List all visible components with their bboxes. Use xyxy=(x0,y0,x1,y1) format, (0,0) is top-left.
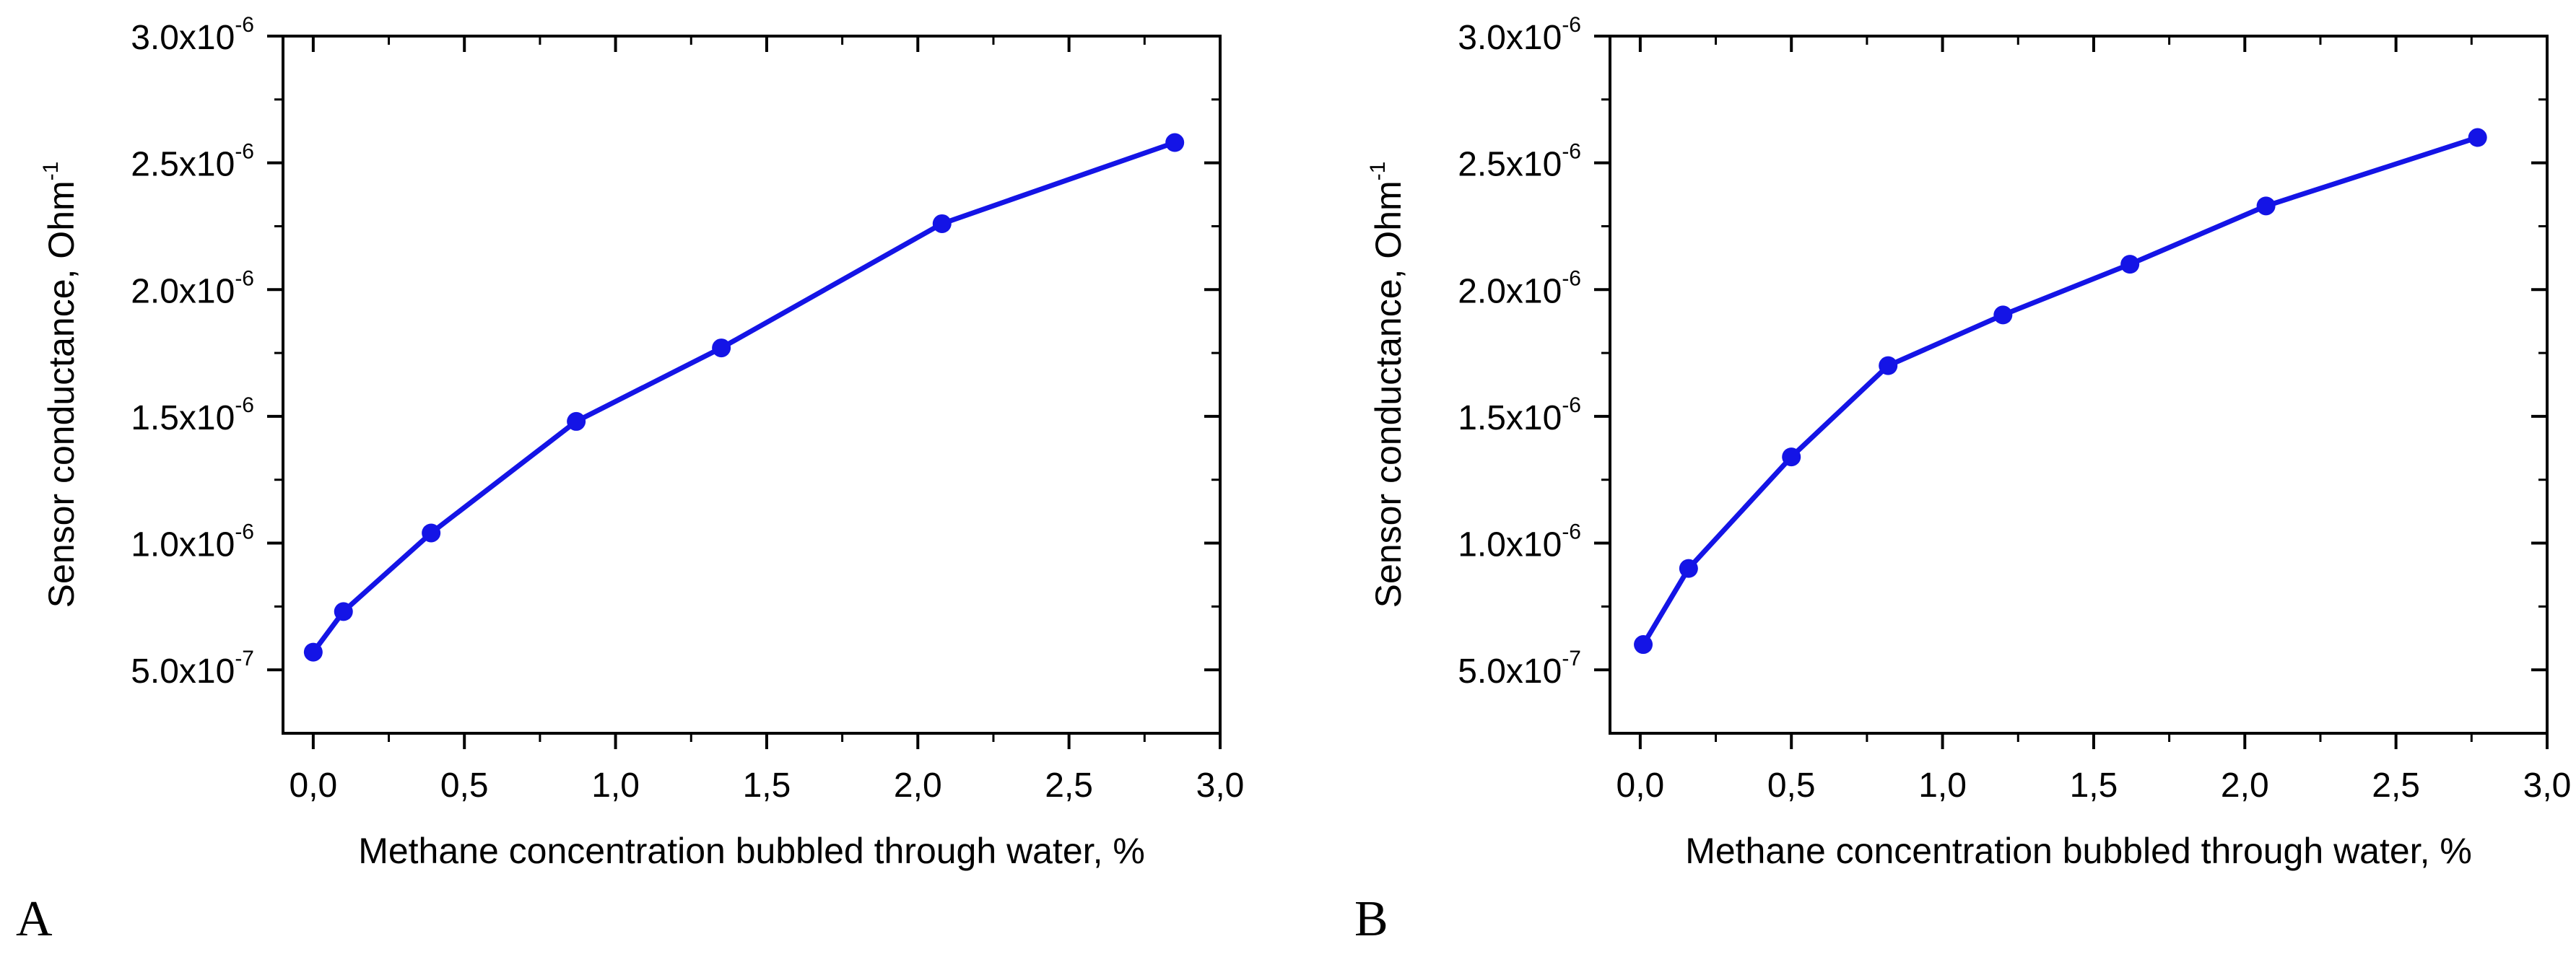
x-tick-label: 2,5 xyxy=(1045,766,1093,805)
x-tick-label: 1,0 xyxy=(591,766,640,805)
y-tick-exponent: -6 xyxy=(235,393,254,417)
y-tick-mantissa: 2.0x10 xyxy=(1458,272,1562,310)
x-tick-label: 1,5 xyxy=(2070,766,2118,805)
x-tick-label: 0,0 xyxy=(290,766,338,805)
x-tick-label: 0,0 xyxy=(1616,766,1665,805)
y-tick-label: 2.5x10-6 xyxy=(1458,140,1581,184)
plot-frame xyxy=(1609,35,2549,735)
y-tick-exponent: -6 xyxy=(1562,13,1581,37)
y-tick-mantissa: 1.5x10 xyxy=(131,399,235,437)
y-tick-mantissa: 2.5x10 xyxy=(131,146,235,184)
data-point xyxy=(2468,128,2487,147)
series-line xyxy=(311,140,1176,654)
x-tick-label: 3,0 xyxy=(1196,766,1245,805)
data-point xyxy=(2120,255,2140,274)
y-axis-title-text: Sensor conductance, Ohm xyxy=(1368,180,1409,608)
y-tick-label: 1.5x10-6 xyxy=(131,393,254,437)
y-tick-label: 5.0x10-7 xyxy=(1458,647,1581,691)
data-point xyxy=(1165,133,1185,152)
x-axis-title: Methane concentration bubbled through wa… xyxy=(358,831,1145,871)
data-point xyxy=(1679,559,1698,578)
y-tick-label: 1.0x10-6 xyxy=(131,520,254,564)
y-axis-title: Sensor conductance, Ohm-1 xyxy=(1366,162,1409,608)
y-tick-mantissa: 1.0x10 xyxy=(1458,526,1562,564)
data-point xyxy=(1782,447,1801,467)
x-tick-label: 1,5 xyxy=(743,766,791,805)
y-tick-label: 3.0x10-6 xyxy=(1458,13,1581,57)
data-point xyxy=(334,602,353,621)
y-tick-mantissa: 5.0x10 xyxy=(1458,652,1562,691)
chart-panel-b: 0,0 0,5 1,0 1,5 2,0 2,5 3,05.0x10-71.0x10-61.5… xyxy=(1354,13,2571,947)
data-point xyxy=(1634,635,1653,655)
x-axis-title: Methane concentration bubbled through wa… xyxy=(1685,831,2472,871)
y-tick-mantissa: 1.0x10 xyxy=(131,526,235,564)
data-point xyxy=(422,523,441,543)
panel-label: A xyxy=(16,891,53,947)
data-point xyxy=(932,214,952,233)
y-tick-exponent: -6 xyxy=(235,13,254,37)
plot-frame xyxy=(282,35,1222,735)
y-tick-label: 2.0x10-6 xyxy=(131,266,254,310)
y-tick-exponent: -6 xyxy=(235,520,254,544)
y-tick-exponent: -7 xyxy=(1562,647,1581,670)
data-point xyxy=(303,642,323,662)
data-point xyxy=(567,411,586,431)
x-tick-label: 0,5 xyxy=(440,766,489,805)
y-tick-label: 2.5x10-6 xyxy=(131,140,254,184)
x-tick-label: 2,5 xyxy=(2372,766,2420,805)
y-tick-label: 1.5x10-6 xyxy=(1458,393,1581,437)
y-tick-label: 3.0x10-6 xyxy=(131,13,254,57)
y-axis-title-superscript: -1 xyxy=(39,162,63,181)
y-tick-mantissa: 3.0x10 xyxy=(131,19,235,57)
y-tick-label: 5.0x10-7 xyxy=(131,647,254,691)
x-tick-label: 2,0 xyxy=(2221,766,2269,805)
y-axis-title: Sensor conductance, Ohm-1 xyxy=(39,162,82,608)
y-tick-exponent: -6 xyxy=(1562,266,1581,290)
y-axis-title-text: Sensor conductance, Ohm xyxy=(41,180,82,608)
data-point xyxy=(1879,356,1898,375)
y-tick-exponent: -6 xyxy=(1562,393,1581,417)
y-tick-exponent: -6 xyxy=(235,140,254,164)
y-tick-mantissa: 3.0x10 xyxy=(1458,19,1562,57)
y-tick-mantissa: 5.0x10 xyxy=(131,652,235,691)
y-tick-exponent: -6 xyxy=(235,266,254,290)
y-tick-mantissa: 2.5x10 xyxy=(1458,146,1562,184)
panel-label: B xyxy=(1354,891,1388,947)
y-tick-exponent: -6 xyxy=(1562,140,1581,164)
y-tick-mantissa: 2.0x10 xyxy=(131,272,235,310)
y-tick-exponent: -7 xyxy=(235,647,254,670)
data-point xyxy=(2256,196,2276,216)
data-point xyxy=(712,338,731,358)
x-tick-label: 1,0 xyxy=(1918,766,1967,805)
x-tick-label: 3,0 xyxy=(2523,766,2572,805)
x-tick-label: 2,0 xyxy=(894,766,942,805)
data-point xyxy=(1993,305,2013,325)
y-tick-exponent: -6 xyxy=(1562,520,1581,544)
series-line xyxy=(1641,135,2479,646)
x-tick-label: 0,5 xyxy=(1767,766,1816,805)
y-tick-mantissa: 1.5x10 xyxy=(1458,399,1562,437)
y-tick-label: 2.0x10-6 xyxy=(1458,266,1581,310)
chart-panel-a: 0,0 0,5 1,0 1,5 2,0 2,5 3,05.0x10-71.0x10-61.5… xyxy=(16,13,1244,947)
y-axis-title-superscript: -1 xyxy=(1366,162,1390,181)
y-tick-label: 1.0x10-6 xyxy=(1458,520,1581,564)
